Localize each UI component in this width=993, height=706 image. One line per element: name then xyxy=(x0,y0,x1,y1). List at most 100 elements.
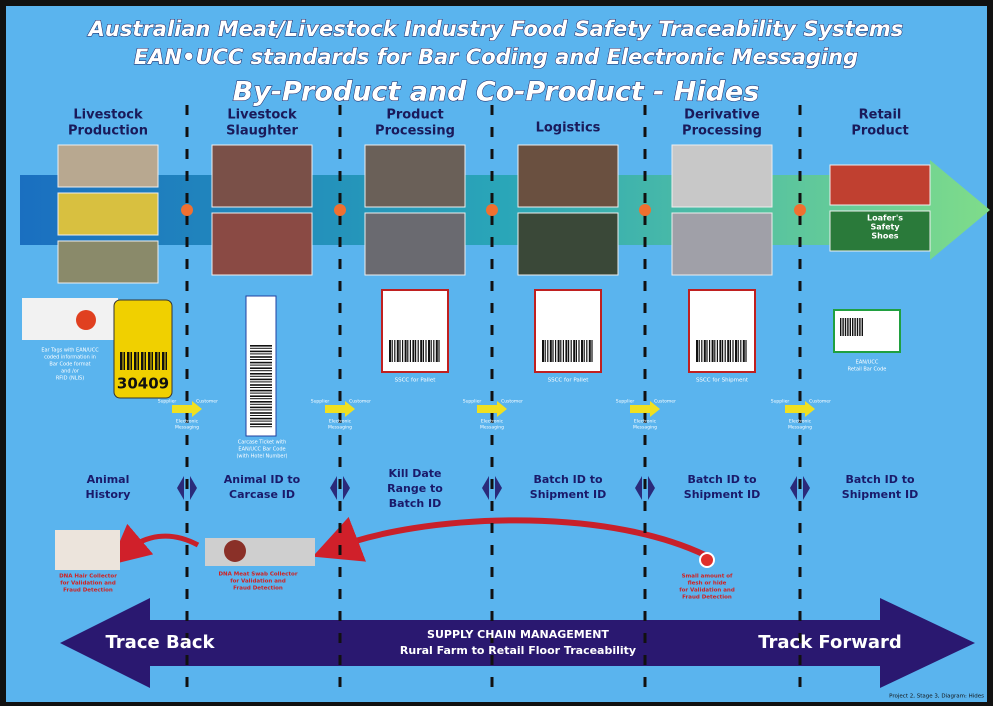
barcode-bar xyxy=(706,340,707,362)
caption: and /or xyxy=(61,369,80,375)
photo xyxy=(518,145,618,207)
barcode-bar xyxy=(166,352,168,370)
supplier: Supplier xyxy=(616,399,635,405)
barcode-bar xyxy=(405,340,407,362)
barcode-bar xyxy=(250,351,272,353)
barcode-bar xyxy=(250,379,272,381)
barcode-bar xyxy=(250,390,272,392)
barcode-bar xyxy=(399,340,400,362)
barcode-bar xyxy=(250,412,272,414)
caption: SSCC for Pallet xyxy=(395,378,437,384)
barcode-bar xyxy=(389,340,391,362)
barcode-bar xyxy=(722,340,723,362)
flow-marker xyxy=(334,204,346,216)
barcode-bar xyxy=(250,415,272,416)
id-link: Batch ID to xyxy=(533,473,603,486)
messaging: Electronic xyxy=(481,419,504,425)
barcode-bar xyxy=(250,348,272,349)
barcode-bar xyxy=(250,418,272,420)
barcode-bar xyxy=(250,367,272,369)
barcode-bar xyxy=(250,423,272,425)
barcode-bar xyxy=(415,340,416,362)
barcode-bar xyxy=(581,340,583,362)
barcode-bar xyxy=(586,340,587,362)
caption: EAN/UCC xyxy=(856,360,879,366)
barcode-bar xyxy=(402,340,403,362)
id-link: Shipment ID xyxy=(842,488,918,501)
barcode-bar xyxy=(250,401,272,403)
photo xyxy=(830,165,930,205)
scm-subtitle: Rural Farm to Retail Floor Traceability xyxy=(400,644,636,657)
barcode-bar xyxy=(250,353,272,354)
barcode-bar xyxy=(433,340,434,362)
barcode-bar xyxy=(704,340,706,362)
barcode-bar xyxy=(862,318,863,336)
barcode-bar xyxy=(250,381,272,382)
barcode-bar xyxy=(591,340,592,362)
barcode-bar xyxy=(709,340,710,362)
photo xyxy=(212,213,312,275)
barcode-bar xyxy=(407,340,408,362)
trace-back: Trace Back xyxy=(106,632,216,653)
photo xyxy=(58,193,158,235)
barcode-bar xyxy=(576,340,577,362)
dna-caption: DNA Meat Swab Collector xyxy=(218,572,297,578)
barcode-bar xyxy=(558,340,560,362)
barcode-bar xyxy=(250,362,272,364)
barcode-bar xyxy=(842,318,843,336)
barcode-bar xyxy=(436,340,438,362)
id-link: Carcase ID xyxy=(229,488,295,501)
dna-caption: Small amount of xyxy=(682,574,733,580)
barcode-bar xyxy=(152,352,154,370)
stage-label: Production xyxy=(68,124,148,139)
supplier: Supplier xyxy=(311,399,330,405)
barcode-bar xyxy=(120,352,123,370)
barcode-bar xyxy=(550,340,552,362)
messaging: Electronic xyxy=(634,419,657,425)
messaging: Messaging xyxy=(788,425,812,431)
caption: Retail Bar Code xyxy=(848,367,887,373)
id-link: Shipment ID xyxy=(530,488,606,501)
photo xyxy=(212,145,312,207)
barcode-bar xyxy=(571,340,572,362)
stage-label: Livestock xyxy=(227,108,297,123)
title: Australian Meat/Livestock Industry Food … xyxy=(87,17,904,41)
dna-caption: DNA Hair Collector xyxy=(59,574,117,580)
barcode-bar xyxy=(412,340,414,362)
photo xyxy=(365,145,465,207)
barcode-bar xyxy=(714,340,715,362)
barcode-bar xyxy=(735,340,737,362)
footnote: Project 2, Stage 3, Diagram: Hides xyxy=(889,694,984,700)
barcode-bar xyxy=(124,352,126,370)
barcode-bar xyxy=(732,340,733,362)
barcode-bar xyxy=(847,318,848,336)
stage-label: Derivative xyxy=(684,108,760,123)
barcode-bar xyxy=(584,340,585,362)
barcode-bar xyxy=(850,318,851,336)
dna-caption: Fraud Detection xyxy=(682,595,732,601)
barcode-bar xyxy=(250,409,272,410)
stage-label: Processing xyxy=(682,124,762,139)
barcode-bar xyxy=(719,340,721,362)
barcode-bar xyxy=(159,352,161,370)
barcode-bar xyxy=(250,373,272,375)
photo xyxy=(672,145,772,207)
messaging: Messaging xyxy=(633,425,657,431)
barcode-bar xyxy=(701,340,702,362)
barcode-bar xyxy=(845,318,846,336)
barcode-bar xyxy=(730,340,731,362)
barcode-bar xyxy=(148,352,151,370)
dna-caption: Fraud Detection xyxy=(233,586,283,592)
stage-label: Logistics xyxy=(536,121,601,136)
id-link: Animal ID to xyxy=(224,473,301,486)
barcode-bar xyxy=(725,340,726,362)
barcode-bar xyxy=(134,352,137,370)
caption: RFID (NLIS) xyxy=(56,376,84,382)
barcode-bar xyxy=(563,340,564,362)
supplier: Supplier xyxy=(463,399,482,405)
dna-caption: for Validation and xyxy=(230,579,286,585)
barcode-bar xyxy=(857,318,858,336)
dna-swab xyxy=(205,538,315,566)
barcode-bar xyxy=(431,340,432,362)
caption: (with Hotel Number) xyxy=(236,454,287,460)
